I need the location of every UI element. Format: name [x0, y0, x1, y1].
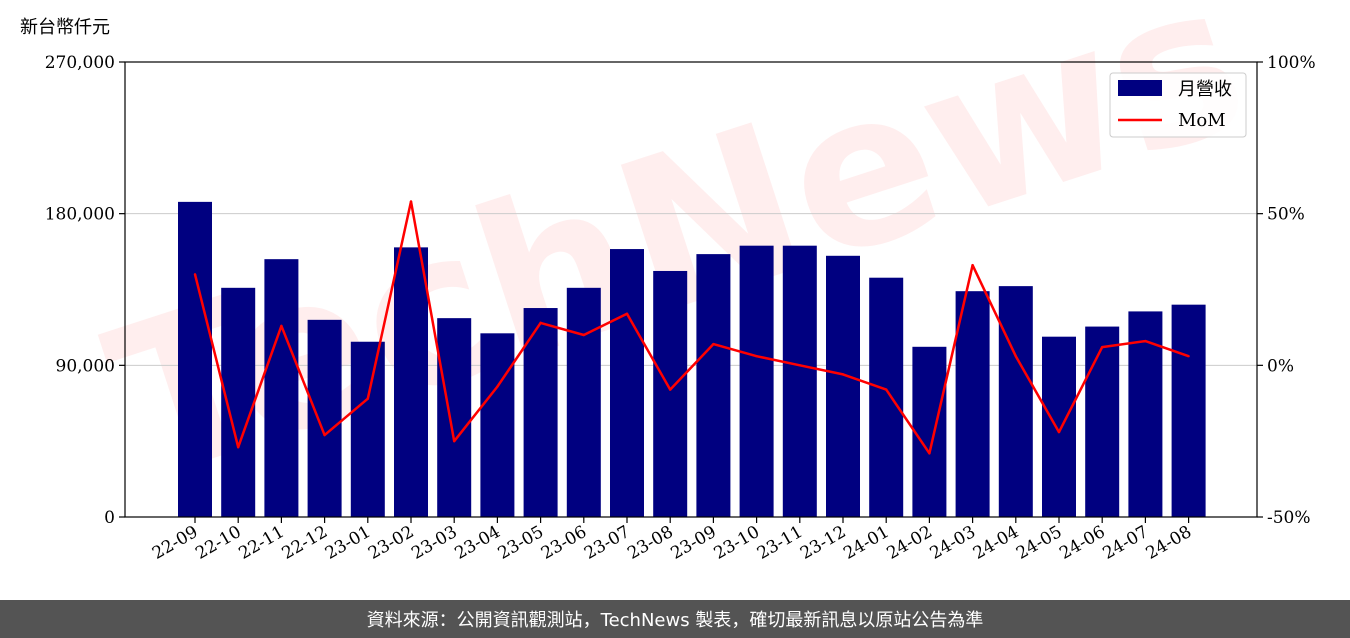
source-footer: 資料來源：公開資訊觀測站，TechNews 製表，確切最新訊息以原站公告為準	[0, 600, 1350, 638]
mom-point	[1187, 355, 1190, 358]
legend-label-revenue: 月營收	[1178, 79, 1232, 100]
x-tick-label: 23-10	[711, 522, 763, 564]
y-right-tick-label: 100%	[1267, 53, 1316, 73]
mom-point	[1101, 345, 1104, 349]
revenue-bar	[264, 259, 299, 517]
y-left-tick-label: 270,000	[45, 53, 115, 73]
mom-point	[409, 200, 413, 203]
mom-point	[280, 324, 283, 328]
plot-frame	[124, 61, 1258, 518]
revenue-bar	[610, 249, 644, 518]
y-left-tick-label: 180,000	[45, 205, 115, 225]
x-tick-label: 22-12	[279, 522, 331, 564]
x-tick-label: 24-05	[1013, 522, 1065, 564]
x-tick-label: 23-07	[581, 522, 633, 564]
y-right-tick-label: 0%	[1267, 356, 1294, 376]
source-text: 資料來源：公開資訊觀測站，TechNews 製表，確切最新訊息以原站公告為準	[366, 610, 984, 631]
mom-point	[366, 397, 369, 400]
y-right-tick-label: 50%	[1267, 205, 1305, 225]
x-tick-label: 22-09	[149, 522, 201, 564]
mom-point	[539, 321, 542, 325]
mom-point	[1144, 339, 1147, 343]
mom-point	[928, 452, 931, 455]
revenue-bar	[739, 245, 774, 517]
y-left-tick-label: 0	[104, 508, 115, 528]
revenue-bar	[1042, 336, 1076, 517]
mom-point	[755, 355, 758, 358]
revenue-bar	[869, 277, 904, 517]
mom-point	[971, 264, 974, 267]
mom-point	[1057, 430, 1061, 434]
x-tick-label: 23-09	[667, 522, 719, 564]
mom-point	[1014, 355, 1017, 358]
mom-point	[712, 342, 715, 346]
x-tick-label: 23-02	[365, 522, 417, 564]
mom-point	[798, 364, 801, 367]
x-tick-label: 23-03	[408, 522, 460, 564]
revenue-bar	[307, 319, 342, 517]
x-tick-label: 24-03	[927, 522, 979, 564]
revenue-bar	[480, 333, 515, 517]
revenue-bar	[437, 318, 472, 517]
x-tick-label: 24-04	[970, 522, 1022, 564]
y-right-tick-label: -50%	[1267, 508, 1311, 528]
mom-line	[193, 200, 1190, 455]
mom-series-line	[193, 200, 1190, 455]
mom-point	[841, 373, 845, 376]
x-tick-label: 23-06	[538, 522, 590, 564]
mom-point	[193, 273, 197, 276]
mom-point	[496, 385, 499, 388]
revenue-bar	[696, 254, 731, 517]
legend-bar-swatch	[1118, 80, 1162, 96]
revenue-bar	[653, 270, 688, 517]
x-tick-label: 23-01	[322, 522, 374, 564]
revenue-bar	[826, 255, 860, 517]
mom-point	[323, 433, 326, 437]
bars	[178, 201, 1206, 518]
revenue-bar	[394, 247, 428, 518]
revenue-bar	[1171, 304, 1206, 517]
y-unit-label: 新台幣仟元	[20, 17, 110, 38]
x-tick-label: 24-02	[883, 522, 935, 564]
revenue-bar	[998, 286, 1033, 517]
revenue-bar	[1085, 326, 1120, 517]
mom-point	[625, 312, 629, 315]
mom-point	[453, 439, 456, 443]
y-axis-left: 0 90,000 180,000 270,000	[45, 53, 125, 528]
x-tick-label: 23-11	[754, 522, 806, 564]
x-tick-label: 23-08	[624, 522, 676, 564]
mom-point	[669, 388, 672, 391]
x-tick-label: 24-08	[1143, 522, 1195, 564]
x-axis: 22-0922-1022-1122-1223-0123-0223-0323-04…	[149, 517, 1195, 564]
revenue-bar	[566, 287, 601, 517]
x-tick-label: 22-11	[235, 522, 287, 564]
mom-point	[237, 446, 240, 449]
revenue-bar	[782, 245, 817, 517]
revenue-bar	[350, 341, 385, 517]
legend: 月營收 MoM	[1109, 72, 1247, 138]
revenue-bar	[955, 291, 990, 517]
revenue-bar	[523, 308, 558, 517]
mom-point	[885, 388, 888, 391]
x-tick-label: 24-07	[1099, 522, 1151, 564]
mom-point	[582, 333, 585, 337]
x-tick-label: 24-01	[840, 522, 892, 564]
x-tick-label: 22-10	[192, 522, 244, 564]
x-tick-label: 23-04	[451, 522, 503, 564]
x-tick-label: 23-05	[495, 522, 547, 564]
legend-label-mom: MoM	[1178, 110, 1226, 131]
y-left-tick-label: 90,000	[56, 356, 115, 376]
x-tick-label: 24-06	[1056, 522, 1108, 564]
revenue-bar	[912, 346, 947, 517]
y-axis-right: -50% 0% 50% 100%	[1257, 53, 1316, 528]
x-tick-label: 23-12	[797, 522, 849, 564]
revenue-bar	[178, 201, 212, 518]
